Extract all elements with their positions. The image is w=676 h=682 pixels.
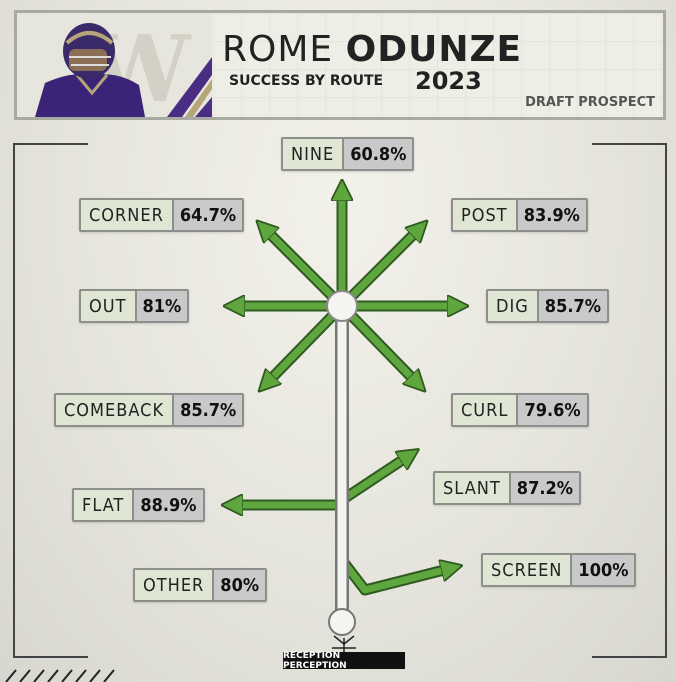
- route-value: 100%: [570, 555, 635, 585]
- route-box-comeback: COMEBACK 85.7%: [54, 393, 245, 427]
- route-label: CURL: [453, 395, 517, 425]
- route-arrows: [232, 190, 458, 636]
- route-label: OTHER: [135, 570, 213, 600]
- arrow-screen: [338, 556, 452, 594]
- header-banner: W ROME ODUNZE SUCCESS BY ROUTE 2023 DRAF…: [14, 10, 666, 120]
- route-value: 83.9%: [515, 200, 586, 230]
- route-box-slant: SLANT 87.2%: [433, 471, 581, 505]
- route-value: 85.7%: [172, 395, 243, 425]
- player-photo: W: [17, 13, 212, 117]
- route-value: 81%: [134, 291, 188, 321]
- route-box-out: OUT 81%: [79, 289, 190, 323]
- subtitle: SUCCESS BY ROUTE: [229, 73, 384, 89]
- reception-perception-logo: RECEPTION PERCEPTION: [283, 651, 405, 671]
- player-last-name: ODUNZE: [345, 29, 523, 70]
- route-box-curl: CURL 79.6%: [451, 393, 589, 427]
- route-label: CORNER: [81, 200, 172, 230]
- route-label: NINE: [283, 139, 343, 169]
- arrow-corner: [264, 228, 346, 310]
- route-value: 85.7%: [536, 291, 607, 321]
- route-box-nine: NINE 60.8%: [281, 137, 415, 171]
- draft-prospect-tag: DRAFT PROSPECT: [525, 95, 655, 110]
- route-label: OUT: [81, 291, 135, 321]
- arrow-curl: [338, 302, 418, 384]
- player-name: ROME ODUNZE: [222, 29, 522, 70]
- route-value: 60.8%: [342, 139, 413, 169]
- season-year: 2023: [415, 67, 482, 95]
- route-box-post: POST 83.9%: [451, 198, 588, 232]
- route-box-flat: FLAT 88.9%: [72, 488, 205, 522]
- arrow-post: [338, 228, 420, 310]
- route-label: FLAT: [74, 490, 133, 520]
- route-tree-logo-icon: [332, 635, 356, 662]
- route-label: DIG: [488, 291, 537, 321]
- route-box-other: OTHER 80%: [133, 568, 268, 602]
- start-point: [328, 608, 356, 636]
- route-label: SLANT: [435, 473, 509, 503]
- route-label: SCREEN: [483, 555, 571, 585]
- route-value: 64.7%: [171, 200, 243, 230]
- side-brackets: [13, 143, 667, 658]
- break-point: [326, 290, 358, 322]
- route-label: POST: [453, 200, 516, 230]
- route-box-corner: CORNER 64.7%: [79, 198, 245, 232]
- hatch-marks: [5, 669, 115, 682]
- route-label: COMEBACK: [56, 395, 173, 425]
- route-value: 80%: [212, 570, 266, 600]
- route-value: 88.9%: [132, 490, 203, 520]
- arrow-comeback: [266, 302, 346, 384]
- route-box-dig: DIG 85.7%: [486, 289, 609, 323]
- route-value: 87.2%: [508, 473, 579, 503]
- route-value: 79.6%: [516, 395, 587, 425]
- route-box-screen: SCREEN 100%: [481, 553, 637, 587]
- player-first-name: ROME: [222, 29, 334, 70]
